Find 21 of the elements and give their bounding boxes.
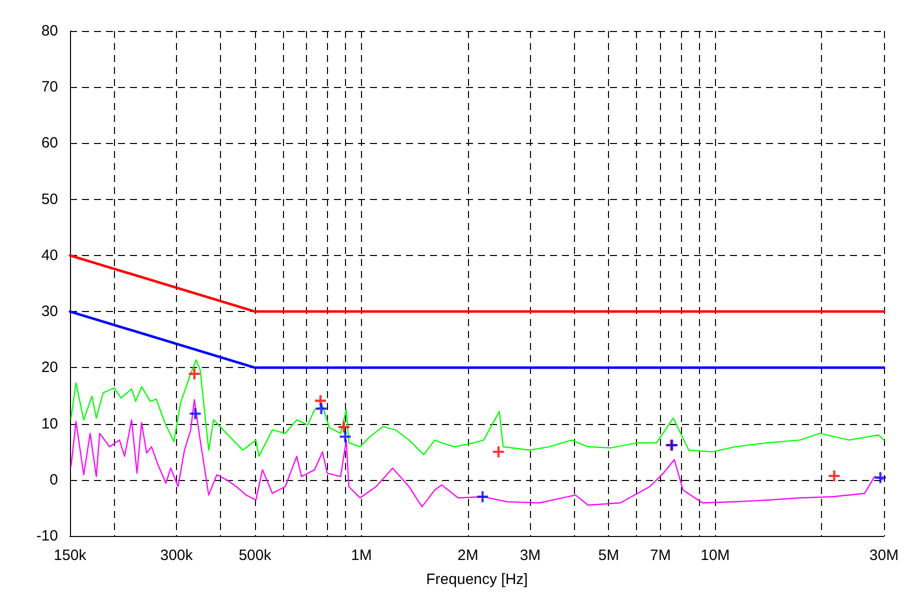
y-tick-label: 70: [41, 78, 58, 96]
y-tick-label: 0: [50, 471, 58, 488]
x-tick-label: 300k: [160, 547, 194, 564]
y-tick-label: 50: [41, 190, 58, 208]
x-tick-label: 1M: [351, 547, 372, 564]
y-tick-label: 10: [41, 415, 58, 432]
x-tick-label: 5M: [598, 547, 620, 564]
x-tick-label: 150k: [54, 547, 87, 564]
x-axis-title: Frequency [Hz]: [426, 571, 528, 588]
x-tick-label: 10M: [700, 547, 730, 564]
x-tick-label: 3M: [520, 547, 541, 564]
x-tick-label: 30M: [869, 547, 899, 564]
x-tick-label: 7M: [650, 547, 671, 564]
y-tick-label: 20: [41, 359, 58, 376]
x-tick-label: 2M: [458, 547, 478, 564]
y-tick-label: 80: [41, 22, 58, 40]
y-tick-label: 30: [41, 303, 58, 320]
y-tick-label: 40: [41, 246, 58, 264]
y-tick-label: 60: [41, 134, 58, 152]
x-tick-label: 500k: [238, 547, 272, 564]
y-tick-label: -10: [36, 528, 58, 544]
